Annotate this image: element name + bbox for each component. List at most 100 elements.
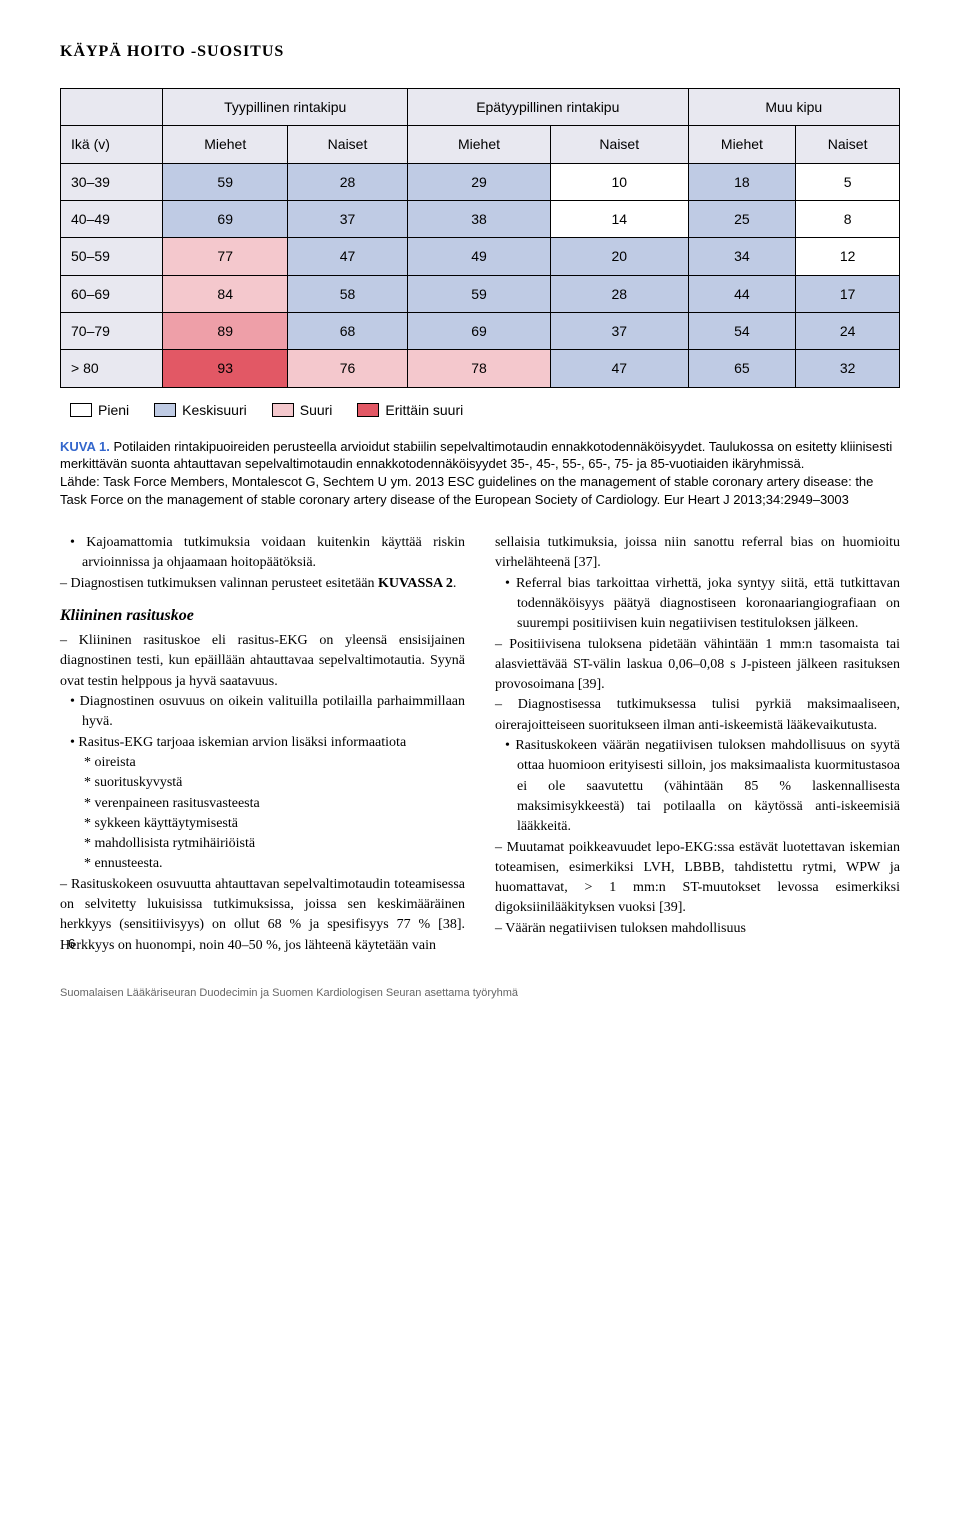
table-cell: 78 [408,350,551,387]
table-cell: 37 [550,312,688,349]
body-line: sellaisia tutkimuksia, joissa niin sanot… [495,533,900,574]
body-line: sykkeen käyttäytymisestä [60,814,465,834]
body-line: Muutamat poikkeavuudet lepo-EKG:ssa estä… [495,838,900,919]
body-line: suorituskyvystä [60,773,465,793]
table-cell: 37 [288,201,408,238]
legend: Pieni Keskisuuri Suuri Erittäin suuri [60,400,900,420]
table-cell: 93 [163,350,288,387]
table-cell: 28 [550,275,688,312]
group-header: Epätyypillinen rintakipu [408,89,689,126]
legend-label: Keskisuuri [182,400,247,420]
table-cell: 25 [688,201,796,238]
probability-table: Tyypillinen rintakipu Epätyypillinen rin… [60,88,900,387]
table-cell: 18 [688,163,796,200]
table-cell: 76 [288,350,408,387]
table-cell: 68 [288,312,408,349]
page-number: 6 [68,935,75,954]
col-header: Naiset [550,126,688,163]
table-cell: 69 [163,201,288,238]
legend-item: Keskisuuri [154,400,247,420]
table-cell: 12 [796,238,900,275]
body-line: Rasituskokeen osuvuutta ahtauttavan sepe… [60,875,465,956]
table-body: 30–395928291018540–496937381425850–59774… [61,163,900,387]
table-row: 50–59774749203412 [61,238,900,275]
body-line: Rasituskokeen väärän negatiivisen tuloks… [495,736,900,837]
table-cell: 59 [163,163,288,200]
table-cell: 8 [796,201,900,238]
group-header-row: Tyypillinen rintakipu Epätyypillinen rin… [61,89,900,126]
table-cell: 47 [288,238,408,275]
body-line: Kliininen rasituskoe eli rasitus-EKG on … [60,631,465,692]
row-label: 30–39 [61,163,163,200]
col-header: Ikä (v) [61,126,163,163]
table-cell: 29 [408,163,551,200]
page-title: KÄYPÄ HOITO -SUOSITUS [60,40,900,63]
body-line: ennusteesta. [60,854,465,874]
legend-swatch [70,403,92,417]
table-cell: 44 [688,275,796,312]
table-cell: 14 [550,201,688,238]
table-row: 30–3959282910185 [61,163,900,200]
body-line: oireista [60,753,465,773]
col-header-row: Ikä (v)MiehetNaisetMiehetNaisetMiehetNai… [61,126,900,163]
body-line: Positiivisena tuloksena pidetään vähintä… [495,635,900,696]
legend-item: Suuri [272,400,333,420]
caption-text-1: Potilaiden rintakipuoireiden perusteella… [60,439,892,472]
group-header: Muu kipu [688,89,899,126]
body-line: Diagnostisessa tutkimuksessa tulisi pyrk… [495,695,900,736]
table-cell: 89 [163,312,288,349]
table-cell: 84 [163,275,288,312]
table-cell: 69 [408,312,551,349]
body-line: Diagnostinen osuvuus on oikein valituill… [60,692,465,733]
table-row: > 80937678476532 [61,350,900,387]
body-line: Kajoamattomia tutkimuksia voidaan kuiten… [60,533,465,574]
col-header: Naiset [288,126,408,163]
table-row: 40–4969373814258 [61,201,900,238]
row-label: > 80 [61,350,163,387]
table-cell: 20 [550,238,688,275]
group-header: Tyypillinen rintakipu [163,89,408,126]
col-header: Naiset [796,126,900,163]
legend-swatch [154,403,176,417]
body-line: Kliininen rasituskoe [60,604,465,627]
table-cell: 38 [408,201,551,238]
body-line: mahdollisista rytmihäiriöistä [60,834,465,854]
table-cell: 17 [796,275,900,312]
col-header: Miehet [688,126,796,163]
page: KÄYPÄ HOITO -SUOSITUS Tyypillinen rintak… [60,40,900,1002]
table-cell: 47 [550,350,688,387]
table-row: 60–69845859284417 [61,275,900,312]
body-line: Väärän negatiivisen tuloksen mahdollisuu… [495,919,900,939]
legend-item: Erittäin suuri [357,400,463,420]
col-header: Miehet [408,126,551,163]
right-column: sellaisia tutkimuksia, joissa niin sanot… [495,533,900,956]
row-label: 50–59 [61,238,163,275]
legend-swatch [357,403,379,417]
body-line: Diagnostisen tutkimuksen valinnan perust… [60,574,465,594]
table-cell: 28 [288,163,408,200]
col-header: Miehet [163,126,288,163]
table-cell: 24 [796,312,900,349]
table-row: 70–79896869375424 [61,312,900,349]
table-cell: 77 [163,238,288,275]
row-label: 40–49 [61,201,163,238]
table-cell: 10 [550,163,688,200]
body-columns: Kajoamattomia tutkimuksia voidaan kuiten… [60,533,900,956]
body-line: Rasitus-EKG tarjoaa iskemian arvion lisä… [60,733,465,753]
legend-swatch [272,403,294,417]
table-cell: 58 [288,275,408,312]
body-line: verenpaineen rasitusvasteesta [60,794,465,814]
table-cell: 65 [688,350,796,387]
row-label: 70–79 [61,312,163,349]
figure-caption: KUVA 1. Potilaiden rintakipuoireiden per… [60,438,900,508]
legend-label: Erittäin suuri [385,400,463,420]
figure-label: KUVA 1. [60,439,110,454]
table-cell: 5 [796,163,900,200]
table-cell: 49 [408,238,551,275]
left-column: Kajoamattomia tutkimuksia voidaan kuiten… [60,533,465,956]
legend-label: Pieni [98,400,129,420]
table-cell: 32 [796,350,900,387]
table-cell: 59 [408,275,551,312]
row-label: 60–69 [61,275,163,312]
blank-header [61,89,163,126]
